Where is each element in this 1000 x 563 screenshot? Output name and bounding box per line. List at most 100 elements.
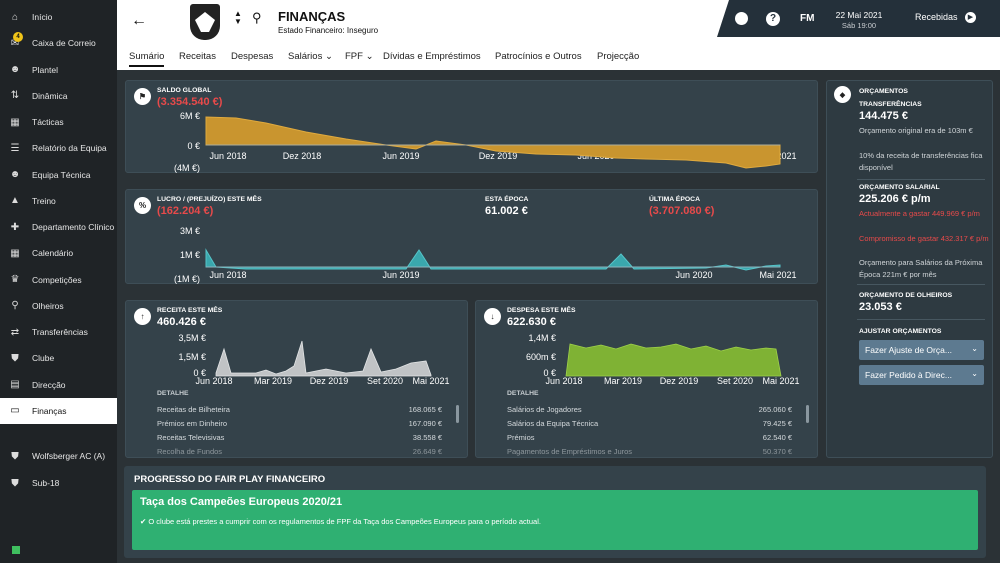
ffp-status-box[interactable]: Taça dos Campeões Europeus 2020/21 ✔ O c… bbox=[132, 490, 978, 550]
x-tick-label: Mai 2021 bbox=[412, 376, 449, 386]
sidebar-item-label: Departamento Clínico bbox=[32, 222, 115, 232]
inbox-continue-button[interactable]: Recebidas ▶ bbox=[913, 10, 993, 27]
income-chart: 3,5M € 1,5M € 0 €Jun 2018 Mar 2019 Dez 2019 S… bbox=[178, 333, 449, 386]
breakdown-row[interactable]: Pagamentos de Empréstimos e Juros 50.370 … bbox=[507, 447, 792, 456]
scouting-budget-label: ORÇAMENTO DE OLHEIROS bbox=[859, 292, 953, 299]
tab-item-3[interactable]: Salários ⌄ bbox=[288, 51, 333, 62]
staff-icon: ☻ bbox=[9, 169, 21, 180]
help-icon[interactable]: ? bbox=[766, 12, 780, 26]
piggy-bank-icon: ◆ bbox=[834, 86, 851, 103]
sidebar-item-label: Relatório da Equipa bbox=[32, 143, 107, 154]
sidebar-item-scouting[interactable]: ⚲ Olheiros bbox=[0, 293, 117, 319]
profit-panel[interactable]: % LUCRO / (PREJUÍZO) ESTE MÊS (162.204 €… bbox=[125, 189, 818, 284]
sidebar-item-dynamics[interactable]: ⇅ Dinâmica bbox=[0, 83, 117, 109]
income-panel[interactable]: ↑ RECEITA ESTE MÊS 460.426 € 3,5M € 1,5M … bbox=[125, 300, 468, 458]
sidebar-item-label: Sub-18 bbox=[32, 478, 60, 488]
sidebar-item-board[interactable]: ▤ Direcção bbox=[0, 372, 117, 398]
sidebar-item-squad[interactable]: ☻ Plantel bbox=[0, 57, 117, 83]
transfers-icon: ⇄ bbox=[10, 326, 20, 338]
continue-icon: ▶ bbox=[965, 12, 976, 23]
breakdown-value: 167.090 € bbox=[408, 419, 442, 428]
sidebar-item-label: Treino bbox=[32, 195, 56, 206]
breakdown-name: Salários da Equipa Técnica bbox=[507, 419, 599, 428]
back-button[interactable]: ← bbox=[131, 12, 147, 29]
tab-summary[interactable]: Sumário bbox=[129, 51, 165, 67]
profit-area bbox=[205, 248, 781, 271]
transfer-budget-label: TRANSFERÊNCIAS bbox=[859, 101, 922, 108]
overall-balance-panel[interactable]: ⚑ SALDO GLOBAL (3.354.540 €) 6M € 0 € (4M … bbox=[125, 80, 818, 173]
sidebar-item-report[interactable]: ☰ Relatório da Equipa bbox=[0, 135, 117, 161]
breakdown-row[interactable]: Receitas Televisivas 38.558 € bbox=[157, 433, 442, 442]
sidebar-item-affiliate[interactable]: ⛊ Wolfsberger AC (A) bbox=[0, 443, 117, 469]
sidebar-item-label: Início bbox=[32, 12, 53, 22]
page-title: FINANÇAS bbox=[278, 9, 346, 24]
breakdown-row[interactable]: Recolha de Fundos 26.649 € bbox=[157, 447, 442, 456]
dynamics-icon: ⇅ bbox=[10, 90, 20, 102]
tips-icon[interactable] bbox=[735, 12, 748, 25]
tab-item-5[interactable]: Dívidas e Empréstimos bbox=[383, 51, 481, 62]
x-tick-label: Dez 2018 bbox=[283, 151, 322, 161]
overall-balance-label: SALDO GLOBAL bbox=[157, 87, 212, 94]
expense-scrollbar[interactable] bbox=[806, 405, 809, 423]
breakdown-value: 38.558 € bbox=[412, 433, 442, 442]
sidebar-item-training[interactable]: ▲ Treino bbox=[0, 188, 117, 214]
expense-breakdown-label: DETALHE bbox=[507, 390, 539, 397]
breakdown-value: 50.370 € bbox=[762, 447, 792, 456]
breakdown-row[interactable]: Receitas de Bilheteira 168.065 € bbox=[157, 405, 442, 414]
x-tick-label: Set 2020 bbox=[717, 376, 753, 386]
sidebar-item-label: Dinâmica bbox=[32, 90, 68, 101]
breakdown-value: 26.649 € bbox=[412, 447, 442, 456]
x-tick-label: Mar 2019 bbox=[604, 376, 642, 386]
chevron-down-icon: ⌄ bbox=[971, 369, 978, 378]
x-tick-label: Dez 2019 bbox=[310, 376, 349, 386]
tab-item-7[interactable]: Projecção bbox=[597, 51, 640, 62]
breakdown-row[interactable]: Salários de Jogadores 265.060 € bbox=[507, 405, 792, 414]
sidebar-item-label: Direcção bbox=[32, 379, 66, 390]
sidebar-item-calendar[interactable]: ▦ Calendário bbox=[0, 240, 117, 266]
budgets-title: ORÇAMENTOS bbox=[859, 88, 908, 95]
sidebar-item-medical[interactable]: ✚ Departamento Clínico bbox=[0, 214, 117, 240]
y-tick-label: 3,5M € bbox=[178, 333, 206, 343]
fm-menu-button[interactable]: FM bbox=[800, 13, 815, 24]
search-icon[interactable]: ⚲ bbox=[252, 10, 262, 25]
sidebar-item-home[interactable]: ⌂ Início bbox=[0, 4, 117, 30]
sidebar-item-finances[interactable]: ▭ Finanças bbox=[0, 397, 117, 424]
sidebar-item-inbox[interactable]: ✉ Caixa de Correio 4 bbox=[0, 30, 117, 56]
breakdown-row[interactable]: Salários da Equipa Técnica 79.425 € bbox=[507, 419, 792, 428]
sidebar-item-u18[interactable]: ⛊ Sub-18 bbox=[0, 470, 117, 496]
tab-item-2[interactable]: Despesas bbox=[231, 51, 274, 62]
sidebar-item-trophy[interactable]: ♛ Competições bbox=[0, 267, 117, 293]
content-area: ⚑ SALDO GLOBAL (3.354.540 €) 6M € 0 € (4M … bbox=[117, 70, 1000, 563]
y-tick-label: 1,4M € bbox=[528, 333, 556, 343]
tab-item-1[interactable]: Receitas bbox=[179, 51, 216, 62]
prev-next-arrows[interactable]: ▲ ▼ bbox=[234, 9, 242, 26]
sidebar-item-label: Caixa de Correio bbox=[32, 38, 96, 49]
adjust-budget-button[interactable]: Fazer Ajuste de Orça... ⌄ bbox=[859, 340, 984, 360]
profit-chart: 3M € 1M € (1M €) Jun 2018 Jun 2019 Jun 2020 Ma… bbox=[174, 226, 797, 284]
y-tick-label: 3M € bbox=[180, 226, 200, 236]
sidebar-item-club[interactable]: ⛊ Clube bbox=[0, 345, 117, 371]
income-scrollbar[interactable] bbox=[456, 405, 459, 423]
tab-item-6[interactable]: Patrocínios e Outros bbox=[495, 51, 582, 62]
sidebar-item-label: Olheiros bbox=[32, 300, 64, 311]
profit-value: (162.204 €) bbox=[157, 205, 214, 217]
breakdown-name: Salários de Jogadores bbox=[507, 405, 582, 414]
x-tick-label: Mai 2021 bbox=[762, 376, 799, 386]
club-crest bbox=[190, 4, 220, 40]
sidebar-item-transfers[interactable]: ⇄ Transferências bbox=[0, 319, 117, 345]
tab-item-4[interactable]: FPF ⌄ bbox=[345, 51, 374, 62]
status-icon[interactable] bbox=[12, 546, 20, 554]
expense-panel[interactable]: ↓ DESPESA ESTE MÊS 622.630 € 1,4M € 600m … bbox=[475, 300, 818, 458]
overall-balance-value: (3.354.540 €) bbox=[157, 96, 223, 108]
trophy-icon: ♛ bbox=[10, 274, 20, 285]
arrow-down-icon: ↓ bbox=[484, 308, 501, 325]
board-request-button[interactable]: Fazer Pedido à Direc... ⌄ bbox=[859, 365, 984, 385]
sidebar-item-tactics[interactable]: ▦ Tácticas bbox=[0, 109, 117, 135]
board-icon: ▤ bbox=[10, 379, 20, 390]
breakdown-row[interactable]: Prémios em Dinheiro 167.090 € bbox=[157, 419, 442, 428]
sidebar-item-staff[interactable]: ☻ Equipa Técnica bbox=[0, 162, 117, 188]
arrow-up-icon: ↑ bbox=[134, 308, 151, 325]
expense-value: 622.630 € bbox=[507, 316, 556, 328]
expense-label: DESPESA ESTE MÊS bbox=[507, 307, 576, 314]
breakdown-row[interactable]: Prémios 62.540 € bbox=[507, 433, 792, 442]
